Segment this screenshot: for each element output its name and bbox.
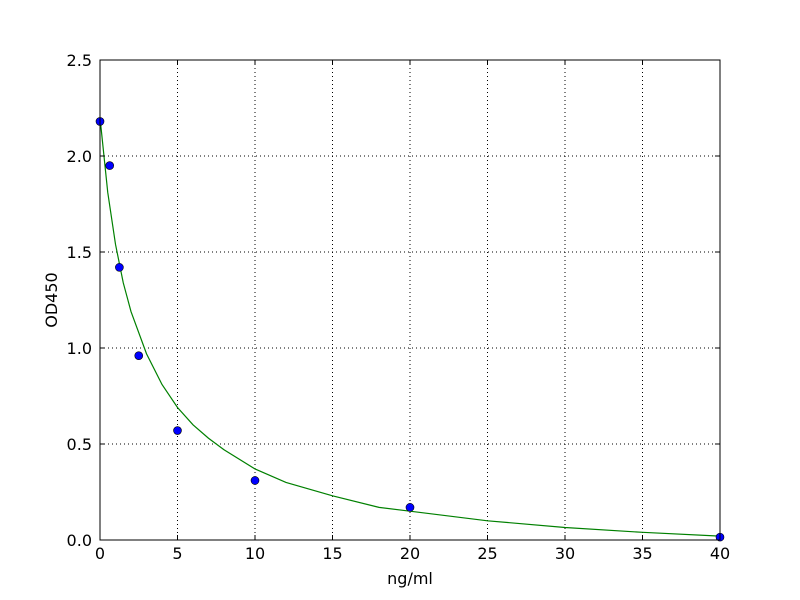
y-tick-label: 2.0 [67, 147, 92, 166]
x-tick-label: 25 [477, 544, 497, 563]
y-tick-label: 1.5 [67, 243, 92, 262]
data-point [173, 426, 182, 435]
x-tick-label: 15 [322, 544, 342, 563]
x-tick-label: 35 [632, 544, 652, 563]
x-axis-label: ng/ml [387, 569, 433, 588]
y-tick-label: 1.0 [67, 339, 92, 358]
y-axis-label: OD450 [42, 272, 61, 327]
data-point [105, 161, 114, 170]
data-point [405, 503, 415, 512]
x-tick-label: 5 [172, 544, 182, 563]
x-tick-label: 40 [710, 544, 730, 563]
x-tick-label: 10 [245, 544, 265, 563]
x-tick-label: 20 [400, 544, 420, 563]
y-tick-label: 0.0 [67, 531, 92, 550]
fit-curve-layer [99, 117, 721, 537]
data-point [134, 351, 144, 360]
y-tick-label: 2.5 [67, 51, 92, 70]
grid [100, 60, 720, 540]
y-tick-label: 0.5 [67, 435, 92, 454]
ticks: 0 5 10 15 20 25 30 35 40 0.0 0.5 1.0 1.5 2.0 2.5 [67, 51, 731, 563]
fit-curve [99, 117, 721, 537]
x-tick-label: 30 [555, 544, 575, 563]
data-point [250, 476, 260, 485]
data-point [115, 263, 124, 272]
x-tick-label: 0 [95, 544, 105, 563]
